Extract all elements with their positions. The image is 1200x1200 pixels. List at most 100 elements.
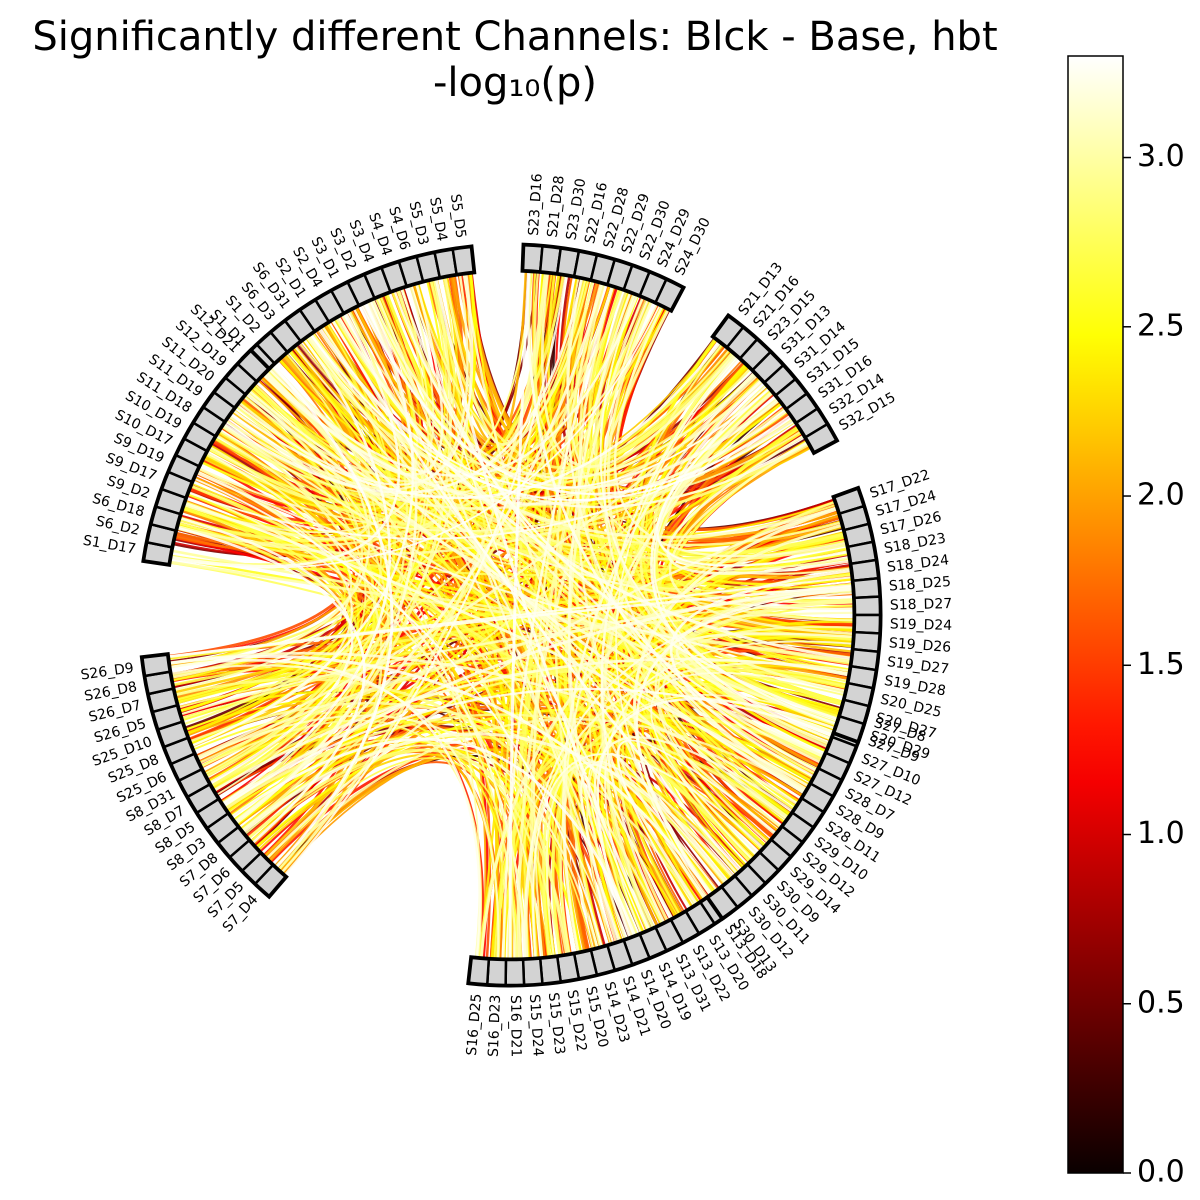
colorbar-tick-label: 2.5: [1137, 308, 1185, 343]
chord-link: [231, 341, 722, 500]
chord-link: [271, 364, 394, 870]
chord-link: [562, 371, 756, 954]
chord-link: [567, 291, 632, 941]
colorbar: 0.0 0.5 1.0 1.5 2.0 2.5 3.0: [1067, 55, 1185, 1190]
chord-link: [596, 697, 837, 939]
chord-link: [169, 304, 661, 569]
channel-box: [853, 595, 882, 617]
chord-link: [359, 303, 793, 495]
channel-box: [467, 956, 491, 986]
chord-link: [399, 287, 826, 756]
chord-link: [235, 272, 474, 486]
chord-link: [169, 664, 500, 960]
chord-link: [330, 318, 742, 873]
channel-box: [236, 349, 271, 383]
chord-link: [675, 632, 855, 735]
chord-link: [371, 298, 757, 480]
channel-label: S16_D23: [486, 994, 504, 1057]
channel-label: S5_D4: [426, 196, 450, 243]
chord-link: [224, 379, 765, 510]
chord-link: [368, 299, 823, 765]
chord-link: [267, 293, 639, 477]
channel-box: [832, 714, 866, 743]
chord-link: [336, 315, 853, 660]
chord-link: [601, 390, 774, 930]
colorbar-tick-label: 1.5: [1137, 647, 1185, 682]
channel-box: [521, 957, 544, 987]
chord-link: [319, 326, 771, 490]
chord-link: [600, 354, 738, 925]
chord-link: [177, 522, 854, 648]
colorbar-tick-label: 0.0: [1137, 1155, 1185, 1190]
chord-link: [167, 584, 854, 659]
chord-link: [222, 277, 584, 495]
chord-link: [656, 387, 850, 567]
chord-link: [635, 587, 855, 897]
chord-link: [265, 506, 839, 860]
channel-label: S15_D23: [545, 992, 568, 1056]
channel-label: S18_D24: [886, 552, 950, 576]
channel-group: [466, 889, 733, 988]
chord-link: [650, 378, 833, 741]
chord-link: [215, 272, 472, 797]
chord-link: [309, 332, 796, 502]
chord-link: [173, 445, 352, 692]
colorbar-tick-label: 1.0: [1137, 816, 1185, 851]
chart-subtitle: -log₁₀(p): [432, 60, 598, 106]
channel-box: [706, 885, 740, 920]
chord-link: [192, 477, 603, 948]
chord-link: [204, 442, 811, 534]
chord-link: [277, 358, 836, 538]
channel-label: S26_D9: [80, 660, 135, 683]
colorbar-gradient: [1067, 55, 1124, 1174]
chord-link: [317, 327, 810, 509]
chord-link: [195, 589, 855, 761]
chord-link: [566, 277, 808, 793]
colorbar-tick-label: 0.5: [1137, 985, 1185, 1020]
chord-link: [410, 284, 647, 933]
chord-link: [668, 441, 855, 636]
chord-link: [183, 501, 810, 788]
chord-link: [666, 434, 851, 575]
chord-link: [204, 451, 360, 783]
channel-box: [851, 576, 881, 600]
chord-link: [586, 693, 839, 946]
channel-label: S5_D5: [447, 193, 469, 239]
channel-group: [139, 652, 289, 900]
chord-link: [210, 664, 848, 788]
chord-link: [233, 282, 604, 824]
channel-box: [654, 277, 685, 312]
channel-label: S19_D24: [890, 616, 953, 634]
chord-link: [175, 526, 366, 845]
channel-box: [853, 613, 882, 635]
chord-link: [559, 598, 855, 955]
channel-label: S16_D25: [464, 993, 485, 1056]
chord-link: [599, 293, 838, 726]
chord-link: [409, 284, 817, 776]
chord-link: [222, 687, 834, 808]
channel-label: S19_D27: [886, 654, 950, 678]
channel-box: [451, 245, 476, 276]
channel-group: [831, 485, 883, 745]
chord-link: [283, 274, 568, 877]
channel-group: [520, 242, 687, 314]
chord-link: [602, 298, 797, 496]
chord-link: [205, 451, 527, 960]
chord-link: [221, 585, 854, 808]
chord-link: [229, 737, 637, 938]
chord-link: [616, 739, 778, 910]
channel-box: [803, 422, 838, 454]
chord-link: [340, 313, 847, 694]
chord-link: [215, 433, 664, 925]
chord-link: [169, 311, 401, 568]
channel-label: S16_D21: [507, 995, 524, 1057]
channel-box: [141, 653, 172, 678]
colorbar-tick-label: 3.0: [1137, 139, 1185, 174]
chord-link: [207, 447, 855, 593]
channel-group: [710, 312, 840, 456]
channel-group: [141, 347, 272, 567]
chord-link: [541, 271, 737, 469]
chord-diagram: S1_D1S1_D2S6_D3S6_D31S2_D1S2_D4S3_D1S3_D…: [80, 173, 953, 1057]
chord-link: [393, 289, 840, 721]
chord-link: [603, 298, 809, 791]
